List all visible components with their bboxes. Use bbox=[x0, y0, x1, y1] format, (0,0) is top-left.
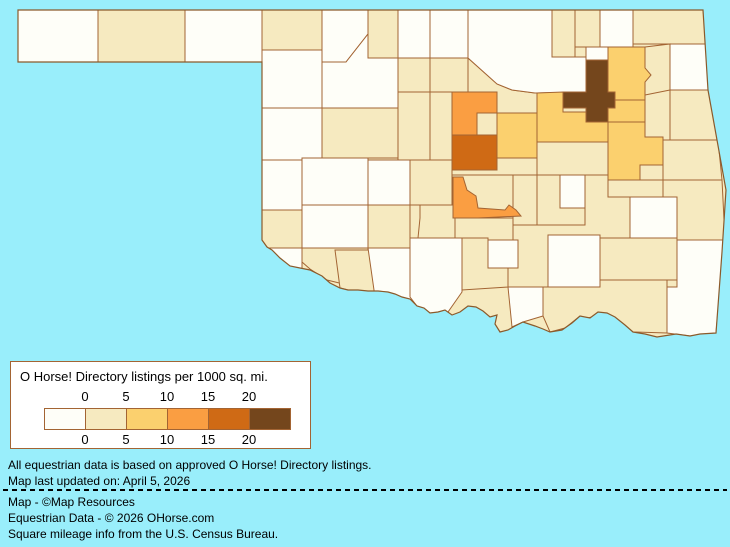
county-region bbox=[429, 10, 469, 59]
county-region bbox=[574, 10, 601, 48]
legend-tick-label: 10 bbox=[159, 389, 175, 404]
county-region bbox=[261, 209, 303, 249]
legend-swatch-c bbox=[85, 408, 127, 430]
county-region bbox=[397, 10, 431, 59]
county-region bbox=[367, 10, 399, 59]
county-region bbox=[547, 234, 601, 288]
legend-tick-label: 15 bbox=[200, 432, 216, 447]
county-region bbox=[409, 204, 421, 239]
county-region bbox=[261, 10, 323, 51]
county-region bbox=[599, 237, 678, 281]
legend-tick-label: 10 bbox=[159, 432, 175, 447]
legend-tick-label: 15 bbox=[200, 389, 216, 404]
county-region bbox=[261, 107, 323, 161]
county-region bbox=[559, 174, 586, 209]
county-region bbox=[662, 139, 723, 181]
credit-square-mileage: Square mileage info from the U.S. Census… bbox=[8, 527, 279, 541]
state-outline bbox=[17, 9, 727, 338]
dashed-divider bbox=[3, 489, 727, 491]
county-region bbox=[367, 159, 411, 206]
county-region bbox=[607, 179, 664, 198]
legend-tick-label: 5 bbox=[122, 389, 130, 404]
legend-title: O Horse! Directory listings per 1000 sq.… bbox=[20, 369, 268, 384]
legend-box: O Horse! Directory listings per 1000 sq.… bbox=[10, 361, 311, 449]
county-region bbox=[562, 59, 616, 123]
county-region bbox=[429, 91, 453, 171]
county-region bbox=[321, 32, 399, 109]
county-region bbox=[409, 237, 463, 314]
county-region bbox=[321, 107, 399, 159]
credit-map: Map - ©Map Resources bbox=[8, 495, 135, 509]
county-region bbox=[629, 196, 678, 239]
county-region bbox=[599, 10, 634, 48]
county-region bbox=[496, 112, 538, 159]
note-last-updated: Map last updated on: April 5, 2026 bbox=[8, 474, 191, 488]
county-region bbox=[542, 279, 668, 334]
county-region bbox=[301, 157, 369, 206]
legend-tick-label: 20 bbox=[241, 432, 257, 447]
county-region bbox=[454, 217, 514, 241]
county-region bbox=[397, 57, 431, 93]
county-region bbox=[261, 49, 323, 109]
county-region bbox=[607, 121, 664, 181]
county-region bbox=[97, 10, 186, 63]
county-region bbox=[397, 91, 431, 171]
legend-swatch-w bbox=[44, 408, 86, 430]
county-region bbox=[512, 174, 538, 226]
legend-swatch-d bbox=[208, 408, 250, 430]
county-region bbox=[269, 247, 303, 293]
credit-equestrian-data: Equestrian Data - © 2026 OHorse.com bbox=[8, 511, 215, 525]
legend-swatch-o bbox=[167, 408, 209, 430]
legend-swatch-b bbox=[249, 408, 291, 430]
county-region bbox=[487, 239, 519, 269]
legend-tick-label: 0 bbox=[81, 389, 89, 404]
county-layer bbox=[18, 10, 726, 337]
county-region bbox=[644, 43, 671, 96]
county-region bbox=[507, 286, 544, 328]
county-region bbox=[452, 176, 523, 219]
county-region bbox=[261, 159, 303, 211]
county-region bbox=[184, 10, 263, 63]
county-region bbox=[476, 112, 498, 136]
county-region bbox=[536, 141, 609, 176]
county-region bbox=[669, 89, 719, 141]
county-region bbox=[551, 10, 576, 58]
county-region bbox=[18, 10, 99, 63]
legend-tick-label: 20 bbox=[241, 389, 257, 404]
legend-tick-label: 0 bbox=[81, 432, 89, 447]
note-data-source: All equestrian data is based on approved… bbox=[8, 458, 372, 472]
county-region bbox=[367, 204, 411, 249]
county-region bbox=[429, 57, 469, 93]
legend-color-ramp bbox=[44, 408, 291, 430]
county-region bbox=[301, 204, 369, 249]
legend-swatch-l bbox=[126, 408, 168, 430]
legend-tick-label: 5 bbox=[122, 432, 130, 447]
county-region bbox=[451, 134, 498, 171]
county-region bbox=[632, 10, 708, 45]
county-region bbox=[644, 89, 671, 141]
county-region bbox=[409, 159, 453, 206]
